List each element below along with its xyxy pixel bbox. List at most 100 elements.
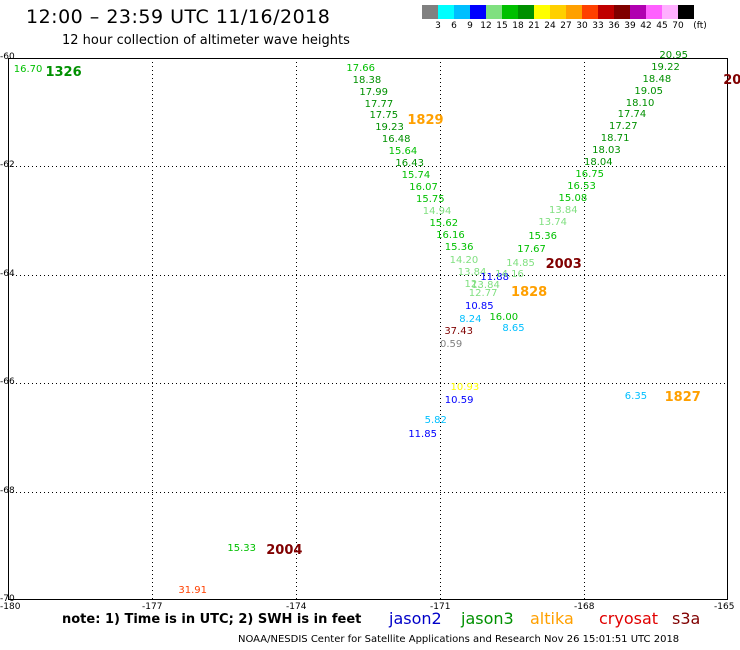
colorbar-label: 39	[624, 21, 636, 31]
wave-height-label: 12.77	[468, 288, 498, 300]
map-subtitle: 12 hour collection of altimeter wave hei…	[62, 33, 350, 48]
units-note: note: 1) Time is in UTC; 2) SWH is in fe…	[62, 612, 362, 627]
wave-height-label: 12.	[464, 278, 481, 290]
map-plot-area: -180 -177 -174 -171 -168 -165 -60 -62 -64 -66 -68 -…	[0, 50, 740, 612]
wave-height-label: 19.22	[651, 61, 680, 73]
wave-height-label: 10.85	[464, 301, 494, 313]
wave-height-label: 13.84	[471, 279, 500, 291]
colorbar-label: 3	[435, 21, 441, 31]
colorbar-label: 6	[451, 21, 457, 31]
pass-time-label: 20	[723, 72, 740, 88]
longitude-tick-label: -177	[142, 602, 163, 612]
wave-height-label: 15.33	[227, 543, 256, 555]
latitude-tick-label: -70	[0, 594, 15, 604]
colorbar-unit: (ft)	[693, 21, 707, 31]
wave-height-label: 16.48	[381, 133, 411, 145]
map-title: 12:00 – 23:59 UTC 11/16/2018	[26, 6, 331, 28]
wave-height-label: 17.77	[364, 98, 394, 110]
colorbar-swatch	[454, 5, 470, 19]
wave-height-label: 16.70	[13, 63, 43, 75]
wave-height-label: 17.27	[608, 121, 638, 133]
wave-height-label: 15.74	[401, 170, 431, 182]
wave-height-label: 16.75	[575, 169, 604, 181]
wave-height-label: 16.16	[436, 230, 465, 242]
wave-height-label: 18.71	[600, 133, 630, 145]
colorbar-swatch	[550, 5, 566, 19]
wave-height-label: 14.85	[506, 257, 535, 269]
wave-height-label: 18.48	[642, 73, 672, 85]
wave-height-label: 16.53	[567, 180, 596, 192]
wave-height-label: 17.74	[617, 109, 647, 121]
colorbar-label: 27	[560, 21, 572, 31]
colorbar-label: 18	[512, 21, 524, 31]
colorbar-label: 9	[467, 21, 473, 31]
colorbar-swatch	[486, 5, 502, 19]
wave-height-label: 15.36	[528, 230, 557, 242]
pass-time-label: 1829	[407, 113, 444, 129]
wave-height-label: 10.93	[450, 382, 480, 394]
colorbar-swatch	[630, 5, 646, 19]
wave-height-label: 13.84	[548, 204, 578, 216]
colorbar-label: 33	[592, 21, 604, 31]
latitude-tick-label: -64	[0, 268, 15, 279]
legend-item-cryosat: cryosat	[599, 609, 659, 628]
wave-height-label: 14.16	[495, 268, 524, 280]
pass-time-label: 1828	[511, 285, 548, 301]
legend-item-altika: altika	[530, 609, 574, 628]
wave-height-label: 16.43	[395, 157, 424, 169]
colorbar-label: 45	[656, 21, 668, 31]
colorbar-label: 70	[672, 21, 684, 31]
wave-height-label: 19.05	[634, 85, 664, 97]
credit-line: NOAA/NESDIS Center for Satellite Applica…	[238, 634, 680, 645]
wave-height-label: 17.99	[359, 86, 388, 98]
wave-height-label: 13.84	[457, 266, 487, 278]
colorbar-swatch	[678, 5, 694, 19]
map-frame	[8, 58, 728, 600]
wave-height-label: 14.94	[422, 205, 452, 217]
colorbar-swatch	[582, 5, 598, 19]
colorbar-label: 21	[528, 21, 540, 31]
lat-lon-grid	[8, 58, 728, 600]
wave-height-label: 18.38	[352, 74, 382, 86]
wave-height-label: 31.91	[178, 584, 208, 596]
latitude-tick-label: -68	[0, 485, 15, 496]
wave-height-label: 13.74	[538, 217, 568, 229]
wave-height-label: 10.59	[444, 394, 474, 406]
longitude-tick-label: -180	[0, 602, 21, 612]
wave-height-label: 16.00	[489, 312, 519, 324]
colorbar-swatch	[534, 5, 550, 19]
legend-item-s3a: s3a	[672, 609, 701, 628]
pass-time-label: 1326	[45, 64, 82, 80]
latitude-tick-label: -66	[0, 377, 15, 388]
wave-height-label: 14.20	[449, 254, 479, 266]
longitude-tick-label: -171	[430, 602, 451, 612]
wave-height-label: 8.65	[502, 323, 525, 334]
wave-height-label: 19.23	[375, 121, 404, 133]
wave-height-label: 17.75	[369, 109, 399, 121]
colorbar-swatch	[470, 5, 486, 19]
colorbar-swatch	[438, 5, 454, 19]
wave-height-label: 15.62	[429, 218, 459, 230]
colorbar-swatch	[662, 5, 678, 19]
colorbar-label: 36	[608, 21, 620, 31]
colorbar-swatch	[598, 5, 614, 19]
wave-height-label: 11.88	[480, 271, 509, 283]
pass-time-label: 1827	[664, 390, 701, 406]
latitude-tick-label: -60	[0, 52, 15, 62]
wave-height-label: 0.59	[440, 339, 463, 351]
colorbar-label: 24	[544, 21, 556, 31]
wave-height-label: 17.67	[517, 244, 546, 256]
legend-item-jason3: jason3	[461, 609, 514, 628]
wave-height-label: 17.66	[346, 62, 376, 74]
colorbar-swatch	[614, 5, 630, 19]
legend-item-jason2: jason2	[389, 609, 442, 628]
wave-height-label: 18.04	[584, 157, 613, 169]
colorbar-swatch	[518, 5, 534, 19]
colorbar-label: 12	[480, 21, 492, 31]
latitude-tick-label: -62	[0, 160, 15, 171]
colorbar-swatch	[422, 5, 438, 19]
colorbar-label: 15	[496, 21, 508, 31]
pass-time-label: 2004	[266, 542, 303, 558]
longitude-tick-label: -165	[714, 602, 735, 612]
wave-height-label: 15.36	[444, 242, 474, 254]
